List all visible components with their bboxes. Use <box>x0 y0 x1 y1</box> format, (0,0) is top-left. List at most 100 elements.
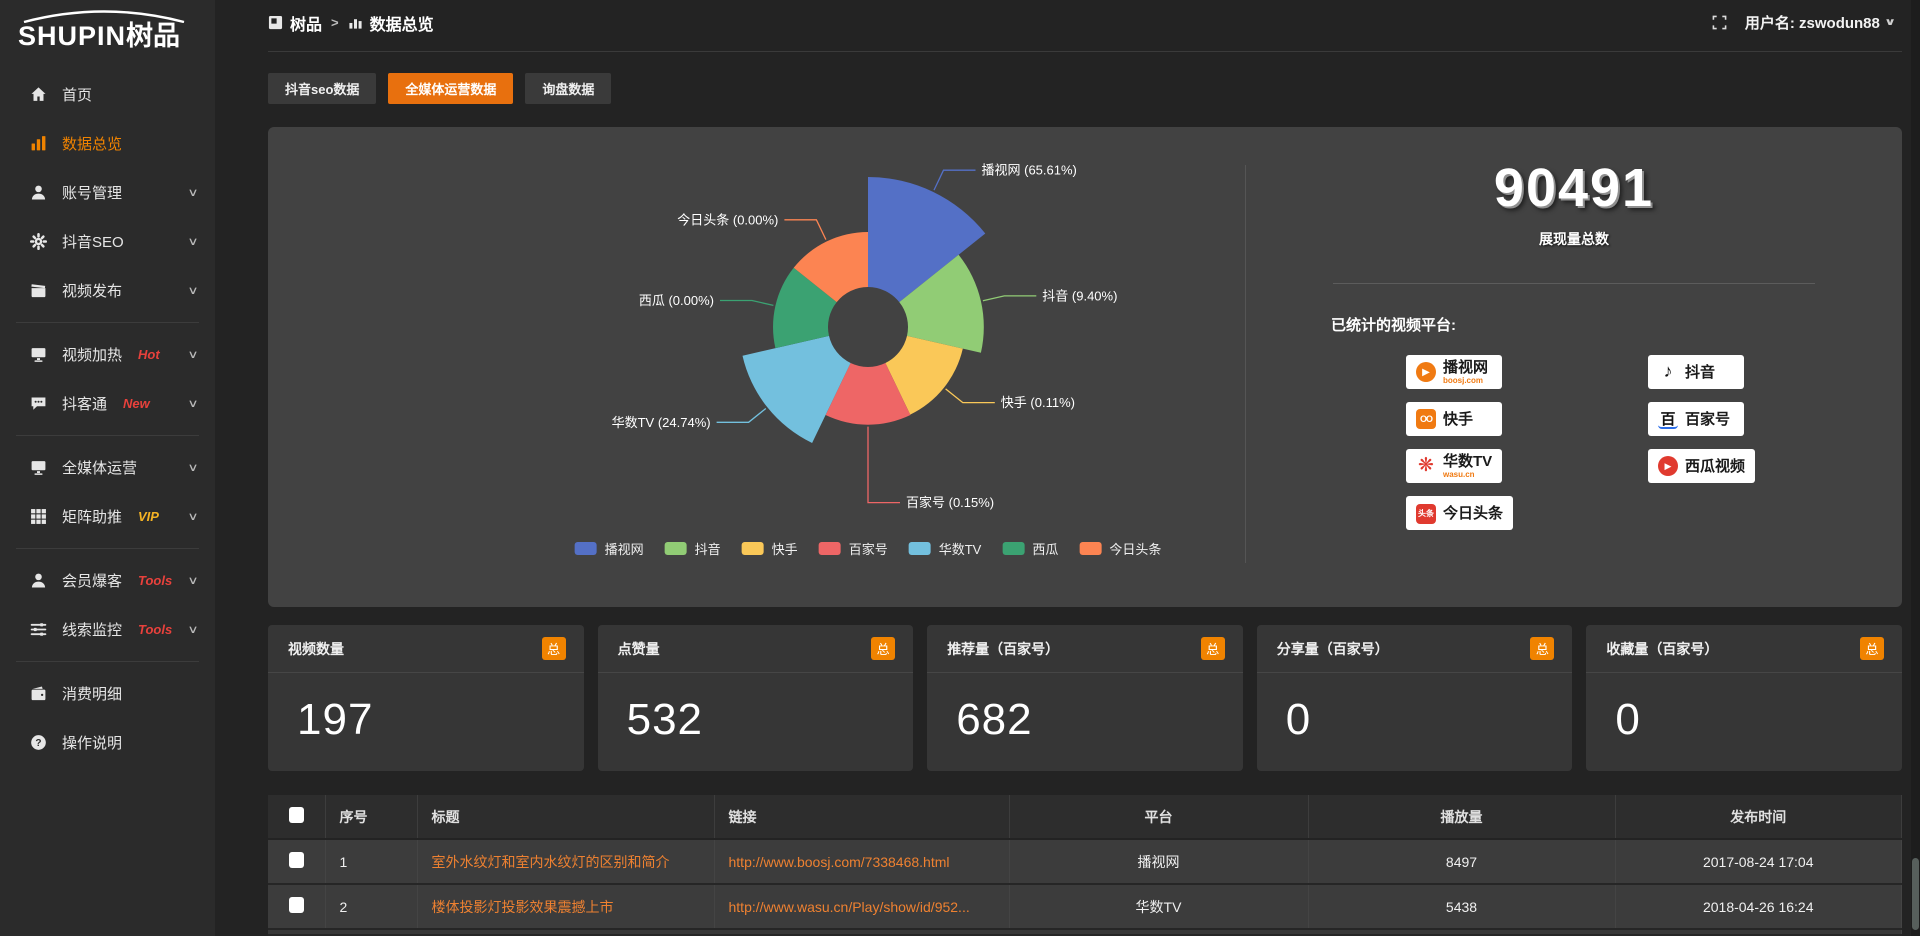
summary-divider <box>1333 283 1815 284</box>
cell-title[interactable]: 楼体投影灯投影效果震撼上市 <box>417 884 715 930</box>
cell-link[interactable]: http://www.boosj.com/7338468.html <box>714 839 1010 885</box>
stat-card-value: 532 <box>626 695 704 744</box>
platform-badge-boosj: ▶ 播视网 boosj.com <box>1406 355 1502 389</box>
sidebar-item-user[interactable]: 账号管理 ∨ <box>0 168 215 217</box>
platform-subtext: boosj.com <box>1443 375 1484 385</box>
boosj-icon: ▶ <box>1416 362 1436 383</box>
total-badge: 总 <box>1859 637 1884 660</box>
sidebar-item-grid[interactable]: 矩阵助推 VIP ∨ <box>0 492 215 541</box>
pie-slice-1[interactable] <box>899 254 984 353</box>
sidebar-item-badge: New <box>123 396 150 411</box>
column-header[interactable]: 标题 <box>417 795 715 840</box>
main-area: 树品 > 数据总览 用户名: zswodun88 ∨ 抖音seo数据 全媒体运营数… <box>215 0 1920 936</box>
legend-item[interactable]: 百家号 <box>818 539 888 558</box>
platform-name: 播视网 <box>1443 358 1489 376</box>
platform-name: 抖音 <box>1685 363 1716 381</box>
impressions-total-value: 90491 <box>1493 158 1655 218</box>
platforms-grid: ▶ 播视网 boosj.com OO 快手 ❋ 华数TV wasu.cn 头条 今日头条 ♪ 抖音百… <box>1406 355 1902 530</box>
column-header[interactable]: 链接 <box>714 795 1010 840</box>
sidebar-item-screen-heat[interactable]: 视频加热 Hot ∨ <box>0 330 215 379</box>
chevron-down-icon: ∨ <box>187 236 199 248</box>
column-header[interactable]: 发布时间 <box>1615 795 1902 840</box>
chevron-down-icon: ∨ <box>187 285 199 297</box>
sidebar-menu: 首页数据总览账号管理 ∨ 抖音SEO ∨ 视频发布 ∨ 视频加热 Hot ∨ 抖客通 New ∨ 全媒体… <box>0 70 215 767</box>
stat-card: 点赞量 总 532 <box>597 625 914 771</box>
legend-item[interactable]: 华数TV <box>908 539 981 558</box>
grid-icon <box>30 508 47 525</box>
legend-item[interactable]: 快手 <box>741 539 798 558</box>
home-icon <box>30 86 47 103</box>
column-header[interactable]: 序号 <box>325 795 418 840</box>
sidebar-item-bar-chart[interactable]: 数据总览 <box>0 119 215 168</box>
legend-item[interactable]: 播视网 <box>574 539 644 558</box>
legend-item[interactable]: 抖音 <box>664 539 721 558</box>
cell-link[interactable]: http://www.wasu.cn/Play/show/id/952... <box>714 884 1010 930</box>
breadcrumb-root[interactable]: 树品 <box>290 16 323 34</box>
topbar: 树品 > 数据总览 用户名: zswodun88 ∨ <box>215 0 1920 45</box>
tab-omni-media-data[interactable]: 全媒体运营数据 <box>388 73 514 104</box>
platforms-label: 已统计的视频平台: <box>1331 317 1456 334</box>
legend-item[interactable]: 今日头条 <box>1079 539 1161 558</box>
sidebar-item-label: 首页 <box>62 87 93 104</box>
legend-item[interactable]: 西瓜 <box>1002 539 1058 558</box>
sidebar-item-gear[interactable]: 抖音SEO ∨ <box>0 217 215 266</box>
pie-label-line-2 <box>945 388 995 404</box>
pie-slice-3[interactable] <box>825 363 911 425</box>
cell-seq: 2 <box>325 884 418 930</box>
tab-douyin-seo-data[interactable]: 抖音seo数据 <box>268 73 377 104</box>
pie-slice-0[interactable] <box>868 177 986 303</box>
sidebar-item-badge: Tools <box>138 573 173 588</box>
sidebar-item-chat[interactable]: 抖客通 New ∨ <box>0 379 215 428</box>
fullscreen-icon[interactable] <box>1712 15 1727 30</box>
pie-label-line-0 <box>933 169 976 191</box>
legend-swatch <box>1079 542 1102 555</box>
tab-inquiry-data[interactable]: 询盘数据 <box>525 73 612 104</box>
pie-slice-4[interactable] <box>742 335 851 443</box>
cell-plays: 5438 <box>1308 884 1616 930</box>
user-menu[interactable]: 用户名: zswodun88 ∨ <box>1745 12 1896 33</box>
total-badge: 总 <box>1200 637 1225 660</box>
legend-swatch <box>818 542 841 555</box>
select-all-checkbox[interactable] <box>288 807 304 823</box>
page-scrollbar[interactable] <box>1911 0 1920 936</box>
videos-table: 序号 标题 链接 平台 播放量 发布时间 1 室外水纹灯和室内水纹灯的区别和简介 http… <box>268 795 1902 936</box>
sidebar-item-publish[interactable]: 视频发布 ∨ <box>0 266 215 315</box>
sidebar-item-monitor[interactable]: 全媒体运营 ∨ <box>0 443 215 492</box>
sidebar-item-label: 全媒体运营 <box>62 460 138 477</box>
kuaishou-icon: OO <box>1416 409 1436 429</box>
sidebar-item-user-star[interactable]: 会员爆客 Tools ∨ <box>0 556 215 605</box>
rose-pie-chart[interactable]: 播视网 (65.61%) 抖音 (9.40%) 快手 (0.11%) 百家号 (0.1… <box>268 127 1245 607</box>
pie-label-0: 播视网 (65.61%) <box>982 163 1077 178</box>
sliders-icon <box>30 621 47 638</box>
sidebar-item-label: 数据总览 <box>62 136 123 153</box>
pie-slice-2[interactable] <box>885 335 963 415</box>
sidebar-item-wallet[interactable]: 消费明细 <box>0 669 215 718</box>
pie-slice-6[interactable] <box>793 232 868 303</box>
platform-badge-wasu: ❋ 华数TV wasu.cn <box>1406 449 1503 483</box>
pie-slice-5[interactable] <box>773 267 837 349</box>
sidebar: SHUPIN树品 首页 数据总览 账号管理 ∨ 抖音SEO ∨ 视频发布 ∨ 视频加热 Hot ∨ 抖… <box>0 0 215 936</box>
question-icon: ? <box>30 734 47 751</box>
sidebar-item-sliders[interactable]: 线索监控 Tools ∨ <box>0 605 215 654</box>
sidebar-item-home[interactable]: 首页 <box>0 70 215 119</box>
breadcrumb-current[interactable]: 数据总览 <box>369 16 434 34</box>
user-star-icon <box>30 572 47 589</box>
sidebar-divider <box>16 322 199 323</box>
row-checkbox[interactable] <box>288 852 304 868</box>
stat-card: 分享量（百家号） 总 0 <box>1256 625 1573 771</box>
total-badge: 总 <box>871 637 896 660</box>
wallet-icon <box>30 685 47 702</box>
cell-title[interactable]: 室外水纹灯和室内水纹灯的区别和简介 <box>417 839 715 885</box>
total-badge: 总 <box>541 637 566 660</box>
row-checkbox[interactable] <box>288 897 304 913</box>
platform-badge-toutiao: 头条 今日头条 <box>1406 496 1514 530</box>
column-header[interactable]: 播放量 <box>1308 795 1616 840</box>
sidebar-item-question[interactable]: ? 操作说明 <box>0 718 215 767</box>
pie-label-line-5 <box>720 299 774 307</box>
column-header[interactable]: 平台 <box>1009 795 1309 840</box>
breadcrumb: 树品 > 数据总览 <box>268 11 434 35</box>
pie-label-line-6 <box>784 219 827 240</box>
sidebar-item-label: 消费明细 <box>62 686 123 703</box>
screen-heat-icon <box>30 346 47 363</box>
scrollbar-thumb[interactable] <box>1912 858 1919 930</box>
